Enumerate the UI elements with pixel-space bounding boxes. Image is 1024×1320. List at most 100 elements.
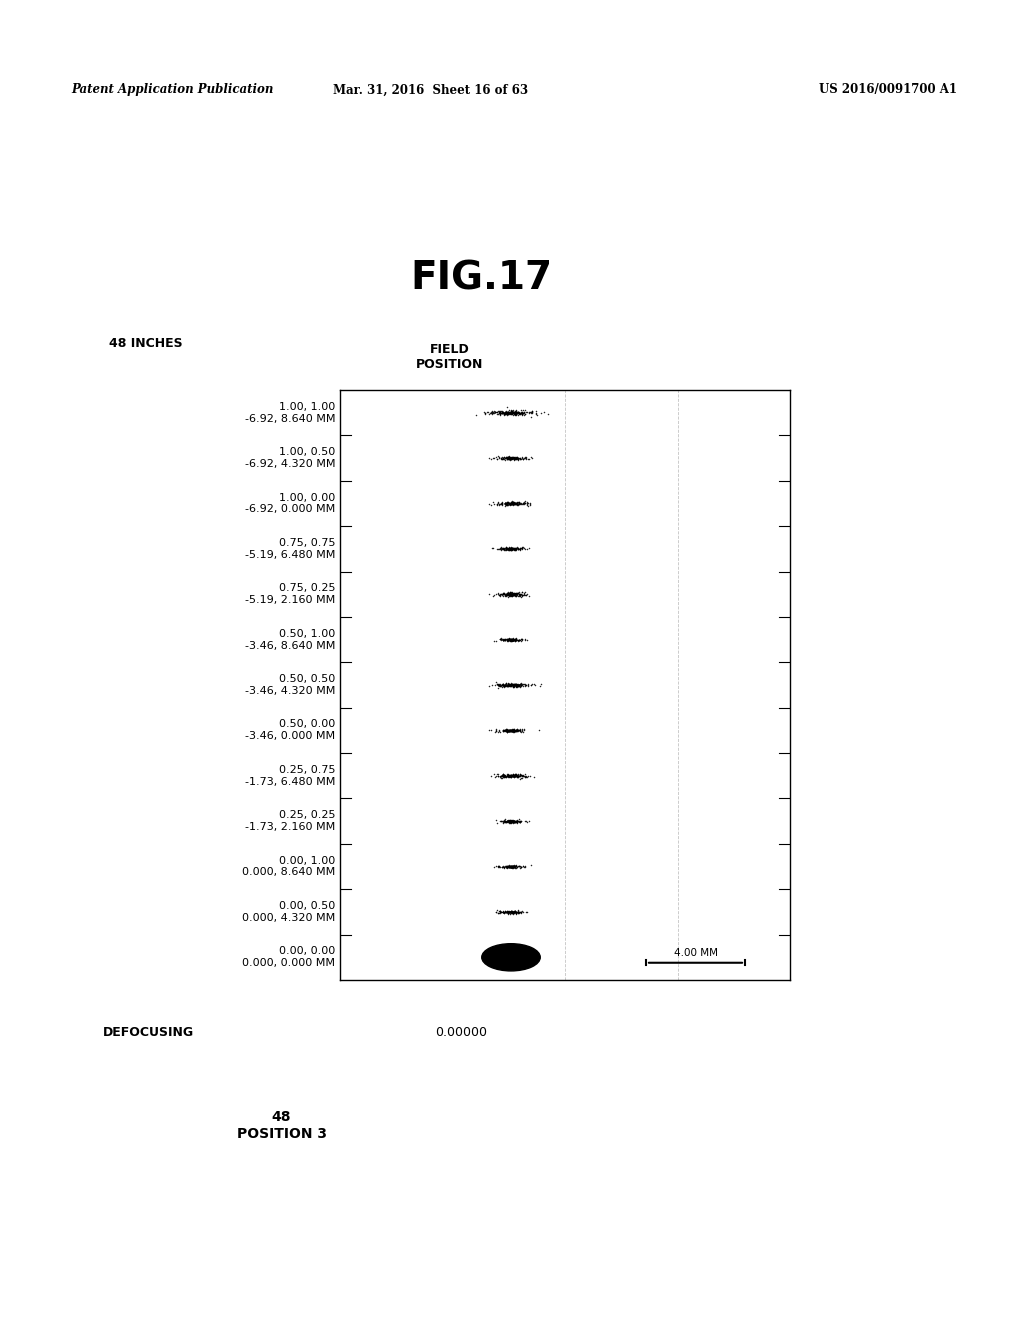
Point (502, 583, 518, 605)
Point (516, 766, 532, 787)
Point (505, 583, 521, 605)
Point (481, 494, 498, 515)
Point (510, 537, 526, 558)
Point (503, 857, 519, 878)
Point (502, 675, 518, 696)
Point (506, 583, 522, 605)
Point (509, 766, 525, 787)
Point (509, 403, 525, 424)
Point (509, 810, 525, 832)
Point (504, 585, 520, 606)
Point (507, 401, 523, 422)
Point (502, 857, 518, 878)
Point (510, 401, 526, 422)
Point (526, 675, 543, 696)
Point (507, 810, 523, 832)
Point (508, 676, 524, 697)
Point (504, 810, 520, 832)
Point (489, 494, 506, 515)
Point (500, 902, 516, 923)
Point (505, 583, 521, 605)
Point (505, 401, 521, 422)
Point (506, 539, 522, 560)
Point (506, 902, 522, 923)
Point (504, 403, 520, 424)
Point (503, 628, 519, 649)
Text: DEFOCUSING: DEFOCUSING (102, 1027, 194, 1039)
Point (511, 719, 527, 741)
Point (506, 447, 522, 469)
Point (512, 673, 528, 694)
Point (508, 855, 524, 876)
Point (497, 812, 513, 833)
Point (483, 719, 500, 741)
Point (511, 812, 527, 833)
Point (503, 628, 519, 649)
Point (514, 719, 530, 741)
Point (490, 447, 507, 469)
Point (503, 812, 519, 833)
Point (498, 583, 514, 605)
Point (501, 902, 517, 923)
Point (516, 810, 532, 832)
Point (504, 675, 520, 696)
Point (499, 446, 515, 467)
Point (503, 585, 519, 606)
Point (501, 447, 517, 469)
Point (511, 675, 527, 696)
Point (523, 673, 540, 694)
Point (503, 719, 519, 741)
Point (498, 537, 514, 558)
Point (510, 404, 526, 425)
Point (501, 810, 517, 832)
Point (502, 539, 518, 560)
Point (515, 492, 531, 513)
Point (503, 855, 519, 876)
Point (503, 857, 519, 878)
Point (502, 719, 518, 741)
Point (512, 676, 528, 697)
Point (498, 719, 514, 741)
Point (515, 585, 531, 606)
Point (504, 494, 520, 515)
Point (507, 583, 523, 605)
Point (503, 628, 519, 649)
Point (501, 719, 517, 741)
Point (501, 494, 517, 515)
Point (510, 676, 526, 697)
Point (486, 401, 503, 422)
Point (507, 539, 523, 560)
Point (508, 447, 524, 469)
Point (505, 583, 521, 605)
Point (505, 902, 521, 923)
Point (512, 718, 528, 739)
Point (489, 494, 506, 515)
Point (505, 492, 521, 513)
Point (494, 403, 510, 424)
Point (500, 630, 516, 651)
Point (507, 721, 523, 742)
Point (501, 399, 517, 420)
Point (510, 447, 526, 469)
Point (504, 539, 520, 560)
Point (509, 492, 525, 513)
Point (513, 449, 529, 470)
Point (513, 401, 529, 422)
Point (502, 583, 518, 605)
Point (504, 902, 520, 923)
Point (496, 767, 512, 788)
Point (505, 719, 521, 741)
Point (513, 902, 529, 923)
Point (503, 403, 519, 424)
Point (509, 857, 525, 878)
Point (501, 855, 517, 876)
Point (508, 447, 524, 469)
Point (498, 492, 514, 513)
Point (492, 902, 508, 923)
Point (505, 539, 521, 560)
Point (512, 764, 528, 785)
Point (494, 449, 510, 470)
Point (499, 719, 515, 741)
Point (499, 630, 515, 651)
Point (509, 673, 525, 694)
